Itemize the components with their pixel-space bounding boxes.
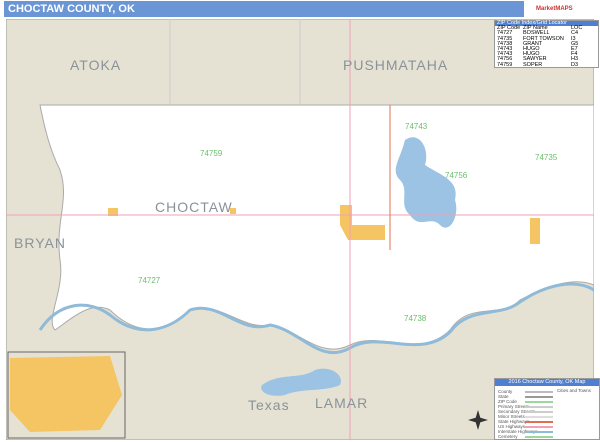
legend-item: Interstate Highways	[498, 429, 538, 434]
county-map[interactable]: ATOKA PUSHMATAHA BRYAN CHOCTAW Texas LAM…	[6, 19, 594, 440]
legend-item: State Highways	[498, 419, 530, 424]
zip-index-row: 74735 FORT TOWSON I3	[495, 35, 598, 42]
zip-label: 74738	[404, 314, 427, 323]
red-river	[38, 282, 594, 355]
zip-cell: 74727	[497, 30, 513, 37]
zip-cell: 74735	[497, 35, 513, 42]
zip-label: 74727	[138, 276, 161, 285]
hugo-town	[340, 205, 385, 240]
boswell-town	[108, 208, 118, 216]
zip-index-header: ZIP Code ZIP Name LOC	[495, 25, 598, 32]
zip-cell: 74743	[497, 46, 513, 53]
zip-cell: 74738	[497, 40, 513, 47]
zip-cell: 74759	[497, 61, 513, 68]
zip-cell: SOPER	[523, 61, 543, 68]
fort-towson-town	[530, 218, 540, 244]
compass-icon	[468, 410, 488, 430]
zip-cell: HUGO	[523, 46, 540, 53]
zip-cell: E7	[571, 46, 578, 53]
inset-map	[7, 351, 126, 439]
map-legend: 2016 Choctaw County, OK Map Cities and T…	[494, 378, 600, 440]
legend-item: Minor Streets	[498, 414, 525, 419]
legend-swatch	[525, 406, 553, 408]
legend-title: 2016 Choctaw County, OK Map	[495, 379, 599, 386]
zip-index-row: 74738 GRANT G5	[495, 40, 598, 47]
zip-cell: I3	[571, 35, 576, 42]
legend-swatch	[525, 401, 553, 403]
zip-index-row: 74756 SAWYER H3	[495, 56, 598, 63]
soper-town	[230, 208, 236, 214]
legend-swatch	[525, 436, 553, 438]
legend-swatch	[525, 421, 553, 423]
legend-swatch	[525, 391, 553, 393]
legend-item: Secondary Streets	[498, 409, 536, 414]
legend-item: Primary Streets	[498, 404, 530, 409]
zip-cell: D3	[571, 61, 579, 68]
legend-item: County	[498, 389, 513, 394]
zip-cell: BOSWELL	[523, 30, 550, 37]
texas-lake	[261, 368, 341, 396]
label-atoka: ATOKA	[70, 57, 121, 73]
legend-item: State	[498, 394, 509, 399]
zip-index-row: 74759 SOPER D3	[495, 61, 598, 68]
legend-swatch	[525, 411, 553, 413]
lake-hugo	[395, 137, 457, 228]
zip-index-row: 74743 HUGO E7	[495, 46, 598, 53]
legend-swatch	[525, 426, 553, 428]
zip-label: 74756	[445, 171, 468, 180]
zip-cell: F4	[571, 51, 578, 58]
zip-cell: FORT TOWSON	[523, 35, 564, 42]
zip-label: 74735	[535, 153, 558, 162]
zip-cell: GRANT	[523, 40, 543, 47]
publisher-logo: MarketMAPS	[536, 6, 573, 12]
legend-swatch	[525, 416, 553, 418]
zip-cell: G5	[571, 40, 579, 47]
zip-label: 74759	[200, 149, 223, 158]
legend-cities-header: Cities and Towns	[557, 388, 591, 393]
zip-cell: C4	[571, 30, 579, 37]
zip-cell: HUGO	[523, 51, 540, 58]
zip-cell: 74756	[497, 56, 513, 63]
label-choctaw: CHOCTAW	[155, 199, 233, 215]
legend-item: US Highways	[498, 424, 526, 429]
header-zip: ZIP Code	[497, 25, 521, 32]
label-texas: Texas	[248, 397, 290, 413]
header-name: ZIP Name	[523, 25, 548, 32]
label-bryan: BRYAN	[14, 235, 66, 251]
zip-index-title: ZIP Code Index/Grid Locator	[495, 20, 598, 27]
map-title: CHOCTAW COUNTY, OK	[4, 1, 524, 17]
label-pushmataha: PUSHMATAHA	[343, 57, 448, 73]
zip-index-table: ZIP Code Index/Grid Locator ZIP Code ZIP…	[494, 20, 599, 68]
legend-swatch	[525, 431, 553, 433]
legend-swatch	[525, 396, 553, 398]
zip-label: 74743	[405, 122, 428, 131]
legend-item: Cemetery	[498, 434, 518, 439]
zip-cell: 74743	[497, 51, 513, 58]
legend-item: ZIP Code	[498, 399, 517, 404]
zip-cell: SAWYER	[523, 56, 547, 63]
zip-index-row: 74743 HUGO F4	[495, 51, 598, 58]
zip-index-row: 74727 BOSWELL C4	[495, 30, 598, 37]
header-loc: LOC	[571, 25, 583, 32]
zip-cell: H3	[571, 56, 579, 63]
label-lamar: LAMAR	[315, 395, 368, 411]
